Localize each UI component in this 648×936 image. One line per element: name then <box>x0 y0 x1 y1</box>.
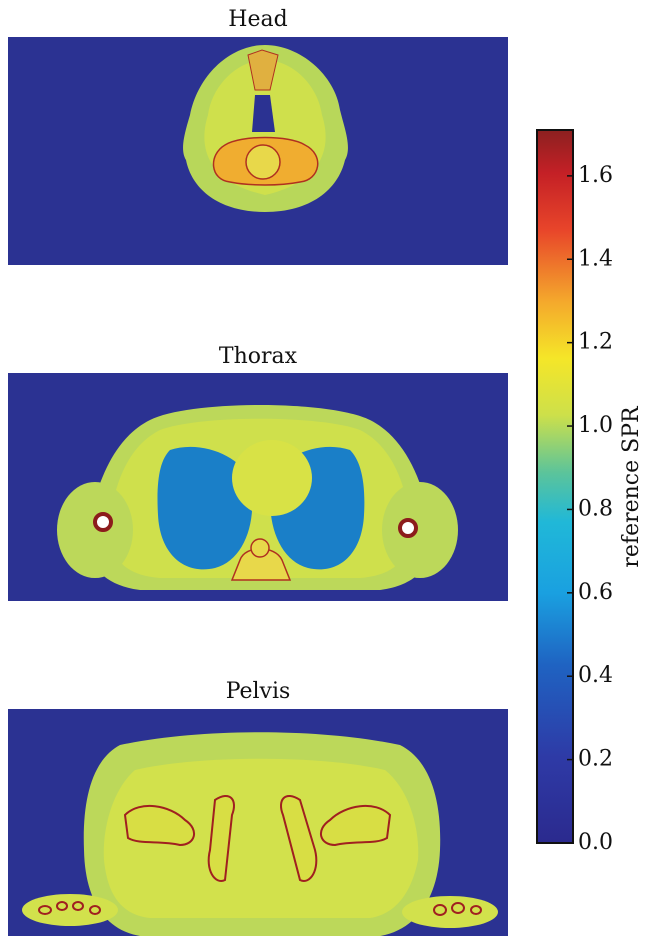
colorbar-tick-label: 1.6 <box>578 163 613 188</box>
colorbar-tick-label: 0.6 <box>578 580 613 605</box>
panel-title: Thorax <box>219 344 298 369</box>
colorbar-tick-label: 0.2 <box>578 747 613 772</box>
panel-title: Head <box>228 7 287 32</box>
colorbar-tick-label: 1.2 <box>578 330 613 355</box>
colorbar-tick-label: 1.0 <box>578 413 613 438</box>
head-image <box>8 37 508 265</box>
colorbar-tick-label: 0.4 <box>578 663 613 688</box>
colorbar <box>536 129 574 844</box>
colorbar-tick-label: 0.8 <box>578 496 613 521</box>
pelvis-image <box>8 709 508 936</box>
panel-title: Pelvis <box>226 679 291 704</box>
thorax-image <box>8 373 508 601</box>
colorbar-label: reference SPR <box>619 405 644 568</box>
colorbar-tick-label: 1.4 <box>578 246 613 271</box>
colorbar-tick-label: 0.0 <box>578 830 613 855</box>
